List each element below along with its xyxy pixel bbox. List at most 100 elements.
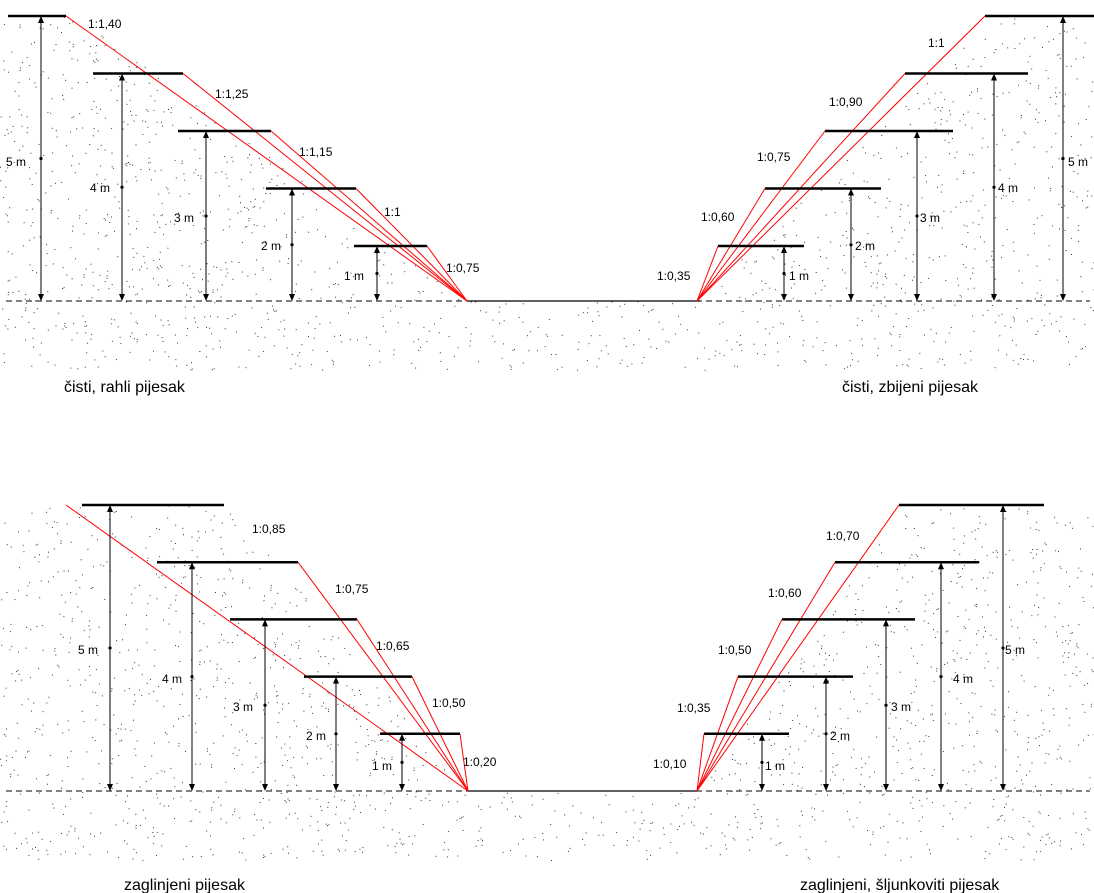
stipple-dot bbox=[56, 522, 58, 524]
stipple-dot bbox=[522, 362, 524, 364]
stipple-dot bbox=[884, 296, 886, 298]
stipple-dot bbox=[90, 333, 92, 335]
stipple-dot bbox=[239, 731, 241, 733]
stipple-dot bbox=[295, 329, 297, 331]
stipple-dot bbox=[269, 163, 271, 165]
stipple-dot bbox=[55, 325, 57, 327]
stipple-dot bbox=[945, 631, 947, 633]
stipple-dot bbox=[1065, 336, 1067, 338]
stipple-dot bbox=[47, 111, 49, 113]
stipple-dot bbox=[160, 169, 162, 171]
stipple-dot bbox=[274, 685, 275, 687]
stipple-dot bbox=[1073, 170, 1075, 172]
stipple-dot bbox=[295, 363, 297, 365]
stipple-dot bbox=[870, 256, 872, 258]
stipple-dot bbox=[952, 101, 954, 103]
dimension-arrow bbox=[1000, 784, 1006, 791]
stipple-dot bbox=[211, 333, 213, 335]
stipple-dot bbox=[232, 519, 234, 521]
stipple-dot bbox=[168, 192, 170, 194]
stipple-dot bbox=[226, 161, 228, 163]
stipple-dot bbox=[236, 634, 238, 636]
stipple-dot bbox=[1058, 551, 1059, 553]
stipple-dot bbox=[32, 848, 33, 850]
stipple-dot bbox=[887, 841, 889, 843]
stipple-dot bbox=[789, 746, 791, 748]
stipple-dot bbox=[578, 314, 580, 316]
stipple-dot bbox=[830, 241, 832, 243]
stipple-dot bbox=[47, 77, 49, 79]
stipple-dot bbox=[865, 152, 866, 154]
stipple-dot bbox=[288, 258, 290, 260]
stipple-dot bbox=[132, 858, 134, 860]
stipple-dot bbox=[67, 679, 69, 681]
stipple-dot bbox=[825, 840, 827, 842]
stipple-dot bbox=[1091, 91, 1093, 92]
stipple-dot bbox=[4, 134, 6, 136]
stipple-dot bbox=[788, 753, 790, 755]
stipple-dot bbox=[978, 516, 980, 518]
stipple-dot bbox=[1035, 334, 1037, 335]
stipple-dot bbox=[480, 838, 482, 840]
stipple-dot bbox=[949, 114, 951, 116]
stipple-dot bbox=[129, 233, 131, 235]
stipple-dot bbox=[288, 852, 289, 854]
stipple-dot bbox=[118, 85, 120, 87]
stipple-dot bbox=[52, 152, 54, 154]
stipple-dot bbox=[510, 368, 512, 370]
stipple-dot bbox=[845, 231, 847, 232]
stipple-dot bbox=[156, 772, 158, 774]
stipple-dot bbox=[951, 678, 953, 680]
stipple-dot bbox=[525, 855, 527, 857]
stipple-dot bbox=[395, 305, 396, 307]
stipple-dot bbox=[94, 835, 96, 837]
stipple-dot bbox=[679, 825, 680, 827]
stipple-dot bbox=[1059, 845, 1061, 847]
stipple-dot bbox=[83, 276, 85, 278]
dimension-arrow bbox=[823, 676, 829, 684]
stipple-dot bbox=[813, 729, 815, 731]
stipple-dot bbox=[838, 741, 839, 742]
stipple-dot bbox=[232, 160, 234, 162]
stipple-dot bbox=[264, 595, 265, 597]
stipple-dot bbox=[929, 853, 931, 855]
stipple-dot bbox=[290, 368, 292, 370]
stipple-dot bbox=[1008, 836, 1010, 838]
stipple-dot bbox=[203, 112, 205, 114]
stipple-dot bbox=[1002, 129, 1003, 131]
stipple-dot bbox=[1004, 820, 1006, 822]
stipple-dot bbox=[206, 327, 207, 328]
stipple-dot bbox=[1075, 58, 1077, 60]
stipple-dot bbox=[145, 781, 147, 782]
stipple-dot bbox=[880, 664, 882, 665]
dimension-arrow bbox=[374, 294, 380, 301]
stipple-dot bbox=[238, 851, 240, 853]
stipple-dot bbox=[1055, 103, 1057, 105]
stipple-dot bbox=[911, 701, 913, 703]
stipple-dot bbox=[25, 756, 26, 758]
stipple-dot bbox=[1072, 28, 1074, 30]
stipple-dot bbox=[191, 536, 193, 538]
stipple-dot bbox=[973, 172, 975, 174]
stipple-dot bbox=[73, 322, 75, 324]
stipple-dot bbox=[349, 654, 351, 656]
stipple-dot bbox=[965, 267, 967, 269]
stipple-dot bbox=[207, 240, 209, 241]
stipple-dot bbox=[175, 645, 176, 647]
stipple-dot bbox=[999, 169, 1001, 171]
stipple-dot bbox=[259, 802, 261, 803]
stipple-dot bbox=[1058, 158, 1060, 160]
stipple-dot bbox=[126, 90, 128, 92]
stipple-dot bbox=[174, 786, 176, 788]
stipple-dot bbox=[78, 163, 80, 165]
stipple-dot bbox=[7, 280, 9, 282]
stipple-dot bbox=[1039, 279, 1041, 281]
stipple-dot bbox=[3, 23, 5, 25]
stipple-dot bbox=[19, 793, 21, 795]
stipple-dot bbox=[156, 598, 158, 600]
slope-line bbox=[459, 733, 469, 792]
stipple-dot bbox=[1045, 753, 1047, 754]
stipple-dot bbox=[294, 776, 295, 778]
stipple-dot bbox=[46, 511, 48, 513]
stipple-dot bbox=[320, 656, 322, 658]
